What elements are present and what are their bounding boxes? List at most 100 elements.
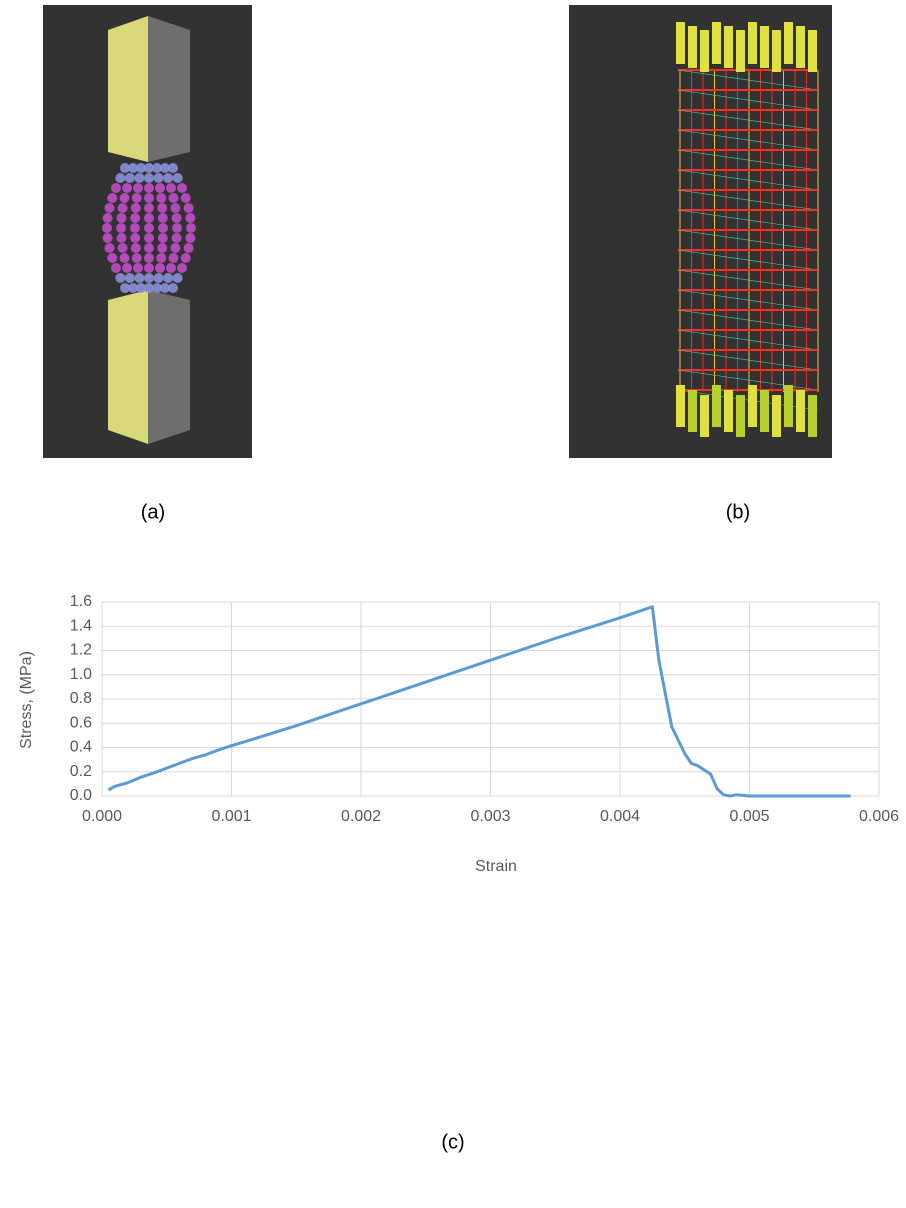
cylinder [784, 385, 793, 427]
particle [120, 253, 130, 263]
particle [173, 273, 183, 283]
cylinder [808, 30, 817, 72]
particle [120, 193, 130, 203]
figure: (a) (b) (c) Strain Stress, (MPa) 0.00.20… [0, 0, 906, 1208]
particle [134, 173, 144, 183]
particle [144, 183, 154, 193]
particle [144, 263, 154, 273]
particle [170, 243, 180, 253]
y-tick-label: 1.4 [70, 617, 92, 634]
page: (a) (b) (c) Strain Stress, (MPa) 0.00.20… [0, 0, 906, 1208]
cylinder [712, 385, 721, 427]
particle [177, 183, 187, 193]
x-tick-label: 0.000 [82, 808, 122, 825]
y-tick-label: 1.2 [70, 642, 92, 659]
panel-label: (c) [441, 1131, 464, 1153]
particle [184, 243, 194, 253]
particle [131, 203, 141, 213]
particle [144, 173, 154, 183]
particle [158, 213, 168, 223]
cylinder [796, 26, 805, 68]
x-tick-label: 0.001 [211, 808, 251, 825]
y-tick-label: 0.6 [70, 714, 92, 731]
particle [157, 243, 167, 253]
cylinder [772, 395, 781, 437]
particle [173, 173, 183, 183]
particle [118, 243, 128, 253]
cylinder [700, 395, 709, 437]
particle [170, 203, 180, 213]
cylinder [688, 26, 697, 68]
particle [134, 273, 144, 283]
particle [154, 273, 164, 283]
particle [103, 213, 113, 223]
cylinder [700, 30, 709, 72]
particle [144, 273, 154, 283]
particle [116, 213, 126, 223]
cylinder [760, 390, 769, 432]
particle [166, 183, 176, 193]
particle [168, 283, 178, 293]
particle [168, 253, 178, 263]
particle [186, 223, 196, 233]
x-tick-label: 0.003 [470, 808, 510, 825]
particle [122, 183, 132, 193]
x-axis-label: Strain [475, 858, 517, 875]
particle [172, 223, 182, 233]
particle [125, 273, 135, 283]
cylinder [736, 395, 745, 437]
particle [115, 173, 125, 183]
particle [144, 233, 154, 243]
top-block-face [108, 16, 148, 162]
particle [181, 253, 191, 263]
cylinder [748, 385, 757, 427]
y-tick-label: 0.4 [70, 739, 92, 756]
cylinder [712, 22, 721, 64]
particle [103, 233, 113, 243]
cylinder [724, 26, 733, 68]
panel-label: (b) [726, 501, 750, 523]
particle [130, 223, 140, 233]
particle [155, 263, 165, 273]
x-tick-label: 0.002 [341, 808, 381, 825]
panel-label: (a) [141, 501, 165, 523]
x-tick-label: 0.004 [600, 808, 640, 825]
cylinder [736, 30, 745, 72]
particle [118, 203, 128, 213]
particle [156, 253, 166, 263]
particle [125, 173, 135, 183]
bottom-block-side [148, 290, 190, 444]
y-tick-label: 1.0 [70, 666, 92, 683]
particle [168, 163, 178, 173]
particle [104, 203, 114, 213]
particle [163, 273, 173, 283]
particle [154, 173, 164, 183]
particle [133, 263, 143, 273]
cylinder [760, 26, 769, 68]
particle [130, 233, 140, 243]
particle [116, 233, 126, 243]
cylinder [796, 390, 805, 432]
x-tick-label: 0.006 [859, 808, 899, 825]
particle [144, 253, 154, 263]
particle [144, 193, 154, 203]
particle [184, 203, 194, 213]
particle [133, 183, 143, 193]
top-block-side [148, 16, 190, 162]
particle [185, 233, 195, 243]
series-line [108, 607, 850, 796]
particle [111, 263, 121, 273]
y-axis-label: Stress, (MPa) [18, 651, 35, 749]
particle [130, 213, 140, 223]
particle [104, 243, 114, 253]
particle [102, 223, 112, 233]
particle [181, 193, 191, 203]
particle [131, 243, 141, 253]
cylinder [772, 30, 781, 72]
particle [157, 203, 167, 213]
particle [107, 253, 117, 263]
particle [155, 183, 165, 193]
y-tick-label: 0.8 [70, 690, 92, 707]
y-tick-label: 0.0 [70, 787, 92, 804]
particle [122, 263, 132, 273]
